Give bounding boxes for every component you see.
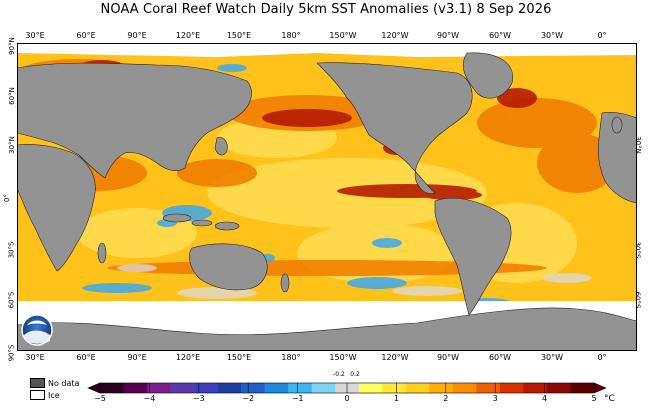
land-masses [17, 52, 637, 351]
latitude-label: 90°N [7, 37, 16, 55]
longitude-label: 150°W [329, 31, 357, 40]
australia [189, 243, 268, 291]
longitude-label: 90°E [127, 31, 147, 40]
colorbar-bar [87, 382, 607, 394]
colorbar-segment [123, 383, 148, 393]
greenland [462, 52, 514, 99]
colorbar-tick-label: −4 [143, 394, 156, 403]
no-data-swatch [30, 378, 45, 388]
longitude-label: 60°W [488, 31, 512, 40]
longitude-label: 120°W [381, 353, 409, 362]
legend: No data Ice [30, 377, 79, 401]
colorbar-segment [570, 383, 595, 393]
longitude-label: 180° [281, 31, 301, 40]
colorbar-tick-label: 3 [492, 394, 498, 403]
antarctica [17, 307, 637, 351]
japan [214, 136, 228, 156]
noaa-logo [21, 314, 53, 346]
colorbar-tick-label: −1 [291, 394, 304, 403]
longitude-label: 120°E [175, 31, 201, 40]
colorbar-max-arrow [593, 382, 607, 394]
longitude-axis-top: 30°E 60°E 90°E 120°E 150°E 180° 150°W 120°W 90°W… [17, 31, 637, 43]
colorbar-segment [523, 383, 548, 393]
colorbar-min-arrow [87, 382, 101, 394]
colorbar-segment [147, 383, 171, 393]
colorbar-segment [476, 383, 501, 393]
colorbar-tick-label: 4 [542, 394, 548, 403]
ice-label: Ice [48, 390, 60, 400]
colorbar-tick-label: −5 [94, 394, 106, 403]
longitude-label: 150°E [226, 31, 252, 40]
colorbar-small-label: 0.2 [350, 371, 360, 378]
colorbar: −5 −4 −3 −2 −1 0 1 2 3 4 5 -0.2 0.2 [86, 368, 616, 408]
colorbar-segment [546, 383, 571, 393]
longitude-label: 60°E [76, 353, 96, 362]
british-isles [611, 116, 623, 134]
indonesia-island [162, 213, 192, 223]
south-america [434, 197, 512, 316]
north-america [316, 62, 473, 194]
colorbar-segment [194, 383, 218, 393]
colorbar-segment [288, 383, 313, 393]
longitude-label: 60°W [488, 353, 512, 362]
colorbar-segment [100, 383, 124, 393]
longitude-label: 60°E [76, 31, 96, 40]
longitude-axis-bottom: 30°E 60°E 90°E 120°E 150°E 180° 150°W 120°W 90°W… [17, 353, 637, 365]
longitude-label: 180° [281, 353, 301, 362]
colorbar-tick-label: 2 [443, 394, 449, 403]
colorbar-segment [382, 383, 407, 393]
ice-swatch [30, 390, 45, 400]
longitude-label: 90°W [436, 31, 460, 40]
new-zealand [280, 273, 290, 293]
map-title: NOAA Coral Reef Watch Daily 5km SST Anom… [100, 2, 552, 17]
colorbar-segment [241, 383, 265, 393]
latitude-label: 60°S [7, 291, 16, 309]
no-data-label: No data [48, 378, 80, 388]
madagascar [97, 242, 107, 264]
latitude-label: 0° [2, 194, 11, 202]
longitude-label: 150°W [329, 353, 357, 362]
colorbar-segment [311, 383, 336, 393]
latitude-label: 30°S [7, 241, 16, 259]
longitude-label: 120°W [381, 31, 409, 40]
longitude-label: 30°W [540, 353, 564, 362]
indonesia-island [191, 219, 213, 227]
longitude-label: 0° [597, 31, 607, 40]
colorbar-segment [452, 383, 477, 393]
west-africa-europe [597, 112, 637, 204]
legend-no-data: No data [30, 377, 79, 389]
longitude-label: 30°W [540, 31, 564, 40]
colorbar-tick-label: −2 [242, 394, 255, 403]
latitude-label: 30°N [7, 136, 16, 154]
colorbar-unit: °C [604, 394, 615, 404]
sst-anomaly-map [17, 43, 637, 351]
colorbar-small-label: -0.2 [333, 371, 345, 378]
eurasia [17, 62, 252, 179]
colorbar-tick-label: 0 [344, 394, 350, 403]
colorbar-tick-label: −3 [192, 394, 205, 403]
longitude-label: 90°E [127, 353, 147, 362]
colorbar-segment [429, 383, 454, 393]
longitude-label: 150°E [226, 353, 252, 362]
colorbar-tick-label: 5 [591, 394, 597, 403]
colorbar-segment [217, 383, 242, 393]
colorbar-tick-label: 1 [393, 394, 399, 403]
longitude-label: 30°E [25, 353, 45, 362]
colorbar-segment [405, 383, 430, 393]
longitude-label: 90°W [436, 353, 460, 362]
longitude-label: 30°E [25, 31, 45, 40]
longitude-label: 0° [597, 353, 607, 362]
africa [17, 144, 96, 272]
colorbar-segment [264, 383, 289, 393]
legend-ice: Ice [30, 389, 79, 401]
latitude-label: 90°S [7, 344, 16, 362]
latitude-label: 60°N [7, 87, 16, 105]
new-guinea [214, 221, 240, 231]
longitude-label: 120°E [175, 353, 201, 362]
colorbar-segment [499, 383, 524, 393]
colorbar-segment [358, 383, 383, 393]
colorbar-segment [170, 383, 195, 393]
